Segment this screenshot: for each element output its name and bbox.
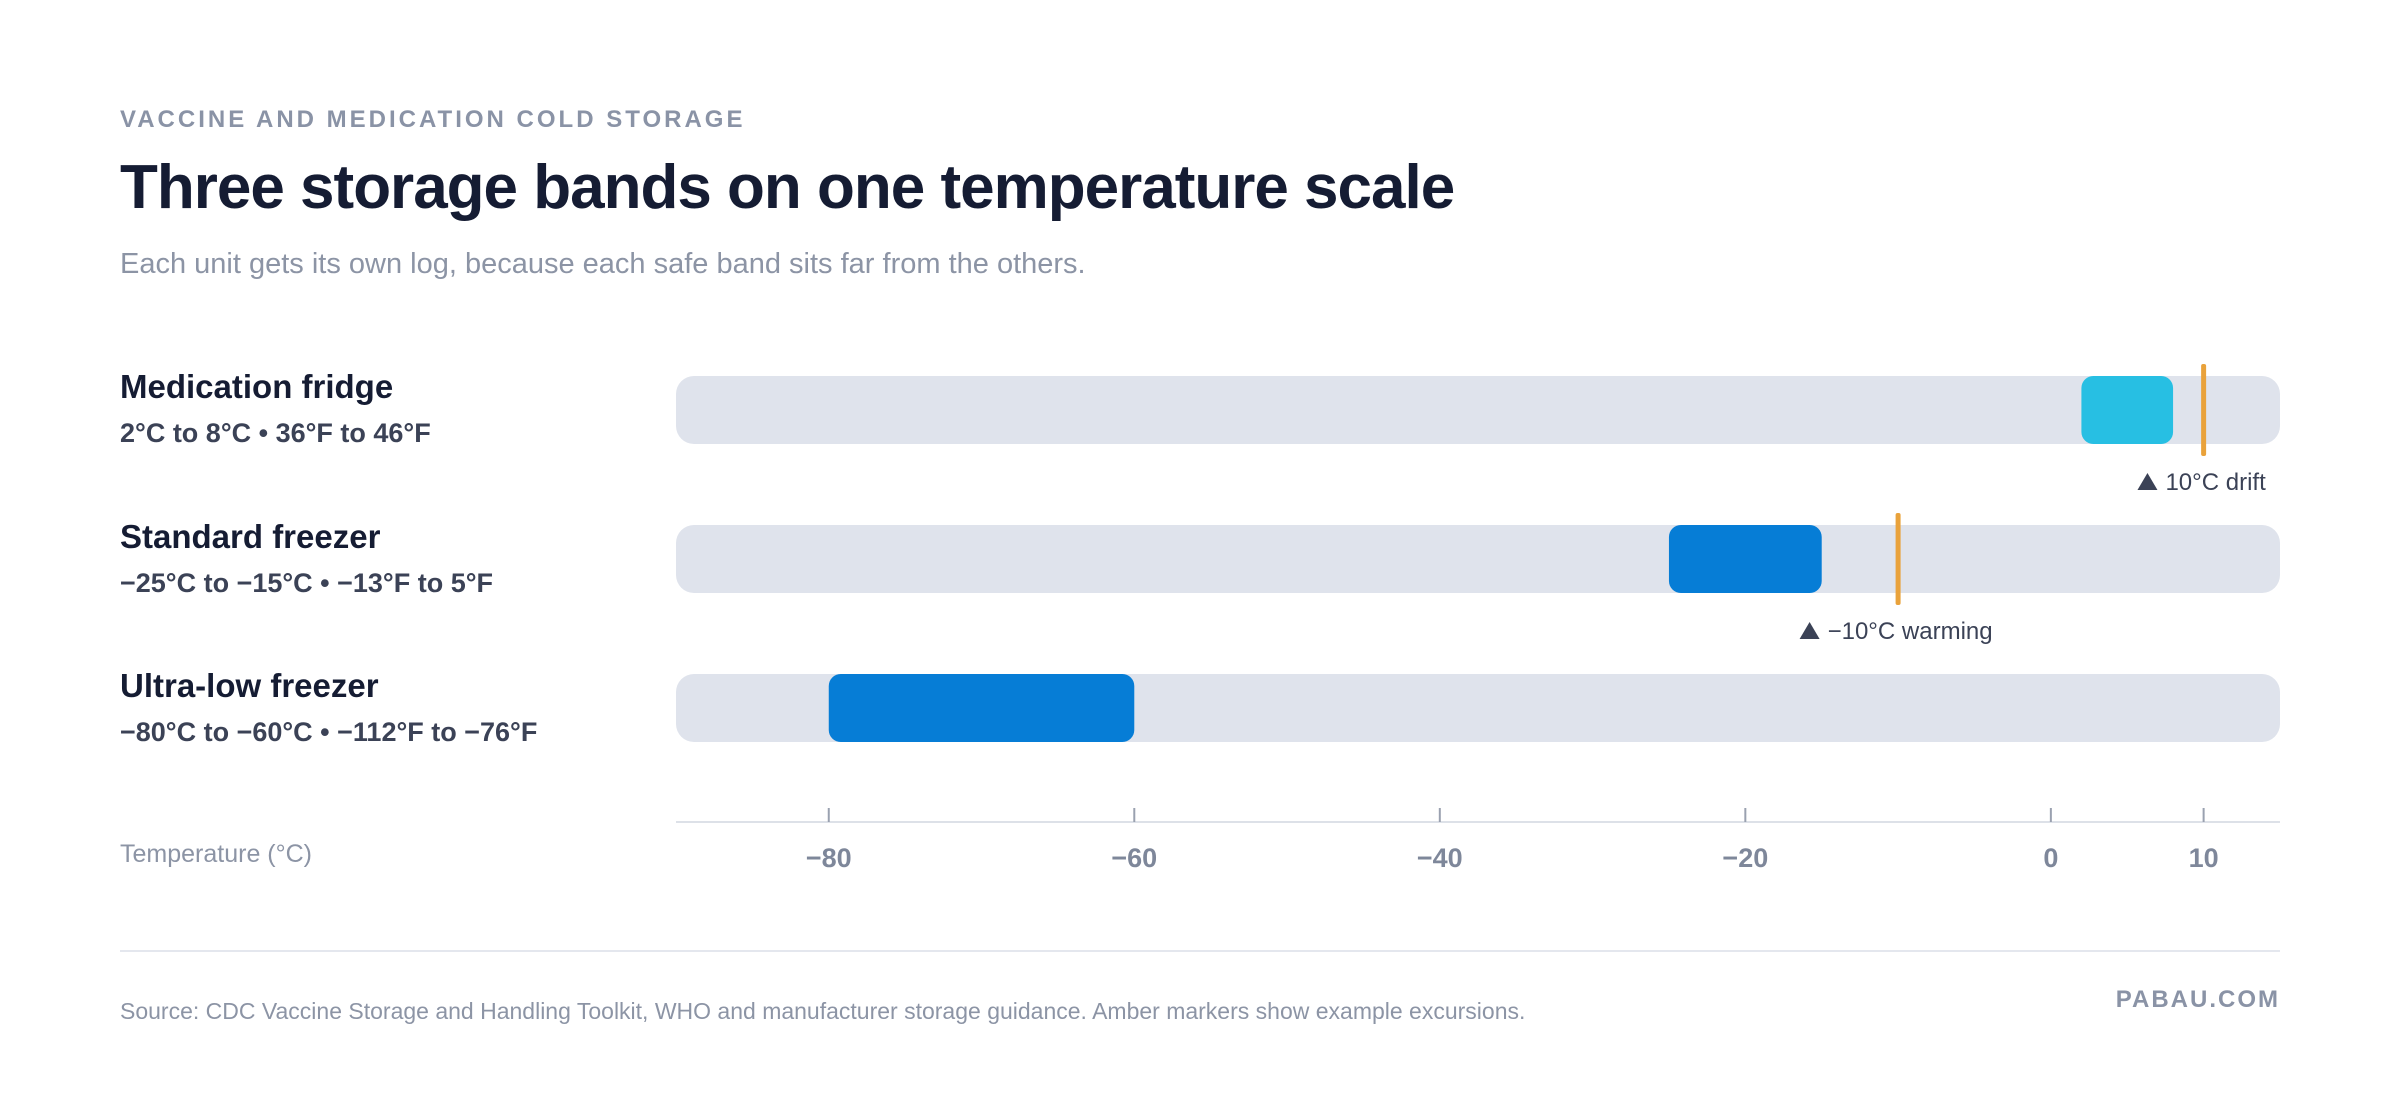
triangle-icon [2137,473,2158,490]
chart-subtitle: Each unit gets its own log, because each… [120,248,1086,280]
row-label-fridge: Medication fridge 2°C to 8°C • 36°F to 4… [120,368,431,449]
safe-range-bar [1668,525,1822,593]
x-tick-label: −80 [806,843,852,873]
triangle-icon [1799,622,1820,639]
x-tick-label: 0 [2043,843,2058,873]
row-range: −25°C to −15°C • −13°F to 5°F [120,568,494,598]
axis-title: Temperature (°C) [120,840,312,868]
excursion-marker [1895,513,1901,605]
row-label-ultra-low-freezer: Ultra-low freezer −80°C to −60°C • −112°… [120,667,537,748]
row-range: −80°C to −60°C • −112°F to −76°F [120,717,538,747]
row-label-standard-freezer: Standard freezer −25°C to −15°C • −13°F … [120,518,493,599]
x-tick-label: −60 [1111,843,1157,873]
brand-logo: PABAU.COM [2115,986,2280,1013]
x-tick-label: −20 [1722,843,1768,873]
range-track [676,525,2280,593]
excursion-label: 10°C drift [2165,469,2266,496]
range-track [676,376,2280,444]
row-name: Standard freezer [120,518,381,555]
chart-title: Three storage bands on one temperature s… [120,153,1455,222]
x-tick-label: 10 [2189,843,2219,873]
row-name: Medication fridge [120,368,394,405]
safe-range-bar [2081,376,2174,444]
eyebrow: VACCINE AND MEDICATION COLD STORAGE [120,106,746,133]
safe-range-bar [828,674,1135,742]
excursion-marker [2201,364,2207,456]
row-name: Ultra-low freezer [120,667,379,704]
source-note: Source: CDC Vaccine Storage and Handling… [120,998,1526,1024]
row-range: 2°C to 8°C • 36°F to 46°F [120,418,431,448]
footer-divider [120,950,2280,952]
excursion-label: −10°C warming [1828,618,1993,645]
x-tick-label: −40 [1417,843,1463,873]
